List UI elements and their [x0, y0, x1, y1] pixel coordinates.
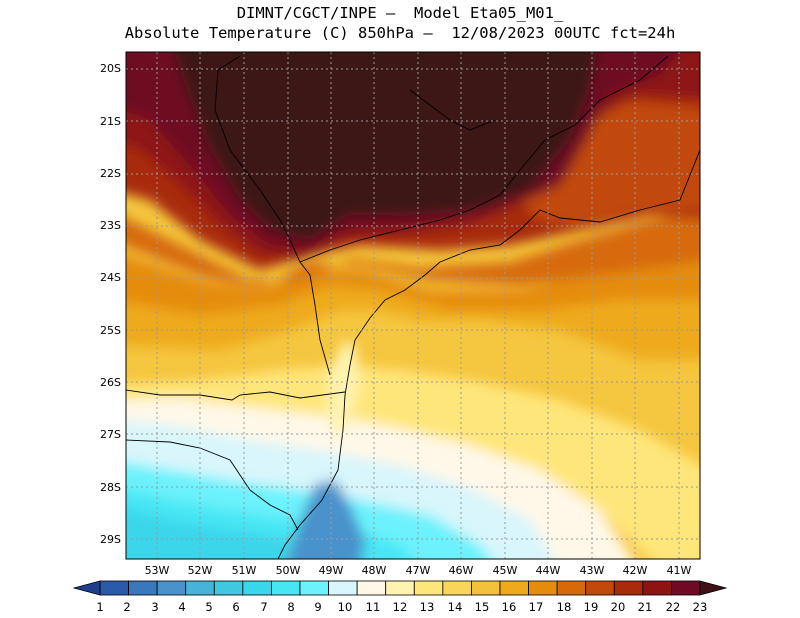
colorbar-cell	[99, 580, 129, 596]
coastline	[126, 55, 700, 559]
lon-label: 45W	[493, 564, 518, 577]
lon-label: 44W	[536, 564, 561, 577]
colorbar-label: 23	[693, 600, 708, 614]
colorbar-label: 8	[287, 600, 294, 614]
colorbar-cell	[442, 580, 472, 596]
colorbar-label: 19	[584, 600, 599, 614]
colorbar-cell	[299, 580, 329, 596]
lat-label: 23S	[100, 219, 121, 232]
colorbar-label: 1	[96, 600, 103, 614]
colorbar-cell	[156, 580, 187, 596]
grid-lines	[126, 52, 700, 559]
colorbar-cell	[642, 580, 672, 596]
colorbar-label: 22	[666, 600, 681, 614]
colorbar-cell	[242, 580, 272, 596]
colorbar-cells	[99, 580, 701, 596]
latitude-labels: 20S 21S 22S 23S 24S 25S 26S 27S 28S 29S	[100, 62, 121, 546]
lat-label: 25S	[100, 324, 121, 337]
lon-label: 49W	[319, 564, 344, 577]
lon-label: 43W	[580, 564, 605, 577]
title-line-1: DIMNT/CGCT/INPE — Model Eta05_M01_	[236, 4, 564, 22]
colorbar-label: 13	[420, 600, 435, 614]
colorbar-label: 15	[475, 600, 490, 614]
colorbar-label: 14	[448, 600, 463, 614]
colorbar-cell	[385, 580, 415, 596]
colorbar-label: 10	[338, 600, 353, 614]
colorbar-cell	[213, 580, 244, 596]
temperature-field	[126, 52, 700, 559]
lat-label: 21S	[100, 115, 121, 128]
lon-label: 50W	[276, 564, 301, 577]
colorbar-cell	[185, 580, 215, 596]
longitude-labels: 53W 52W 51W 50W 49W 48W 47W 46W 45W 44W …	[145, 564, 692, 577]
lon-label: 46W	[449, 564, 474, 577]
lat-label: 22S	[100, 167, 121, 180]
colorbar-label: 17	[529, 600, 544, 614]
lon-label: 42W	[623, 564, 648, 577]
title-line-2: Absolute Temperature (C) 850hPa — 12/08/…	[124, 24, 676, 42]
colorbar-cell	[413, 580, 444, 596]
colorbar-label: 5	[205, 600, 212, 614]
colorbar-cell	[585, 580, 615, 596]
colorbar-cell	[613, 580, 644, 596]
colorbar-cell	[128, 580, 158, 596]
colorbar-label: 16	[502, 600, 517, 614]
lon-label: 51W	[232, 564, 257, 577]
lat-label: 20S	[100, 62, 121, 75]
map-frame	[125, 51, 701, 560]
colorbar-label: 12	[393, 600, 408, 614]
colorbar-label: 18	[557, 600, 572, 614]
colorbar-labels: 1 2 3 4 5 6 7 8 9 10 11 12 13 14 15 16 1…	[96, 600, 707, 614]
colorbar-cell	[471, 580, 501, 596]
colorbar-cell	[328, 580, 358, 596]
lon-label: 52W	[188, 564, 213, 577]
lat-label: 27S	[100, 428, 121, 441]
colorbar-cell	[528, 580, 558, 596]
colorbar-cell	[499, 580, 529, 596]
colorbar-cell	[556, 580, 587, 596]
lon-label: 47W	[406, 564, 431, 577]
colorbar-label: 3	[151, 600, 158, 614]
colorbar-min-arrow	[72, 580, 101, 596]
lat-label: 29S	[100, 533, 121, 546]
colorbar-max-arrow	[699, 580, 728, 596]
lon-label: 41W	[667, 564, 692, 577]
colorbar-label: 21	[638, 600, 653, 614]
colorbar-cell	[671, 580, 701, 596]
colorbar-label: 9	[314, 600, 321, 614]
lon-label: 48W	[362, 564, 387, 577]
lat-label: 26S	[100, 376, 121, 389]
colorbar-cell	[356, 580, 387, 596]
lat-label: 24S	[100, 271, 121, 284]
lat-label: 28S	[100, 481, 121, 494]
colorbar-cell	[271, 580, 301, 596]
colorbar-label: 4	[178, 600, 185, 614]
colorbar-label: 2	[123, 600, 130, 614]
colorbar-label: 20	[611, 600, 626, 614]
lon-label: 53W	[145, 564, 170, 577]
colorbar-label: 11	[366, 600, 381, 614]
colorbar-label: 6	[232, 600, 239, 614]
colorbar-label: 7	[260, 600, 267, 614]
